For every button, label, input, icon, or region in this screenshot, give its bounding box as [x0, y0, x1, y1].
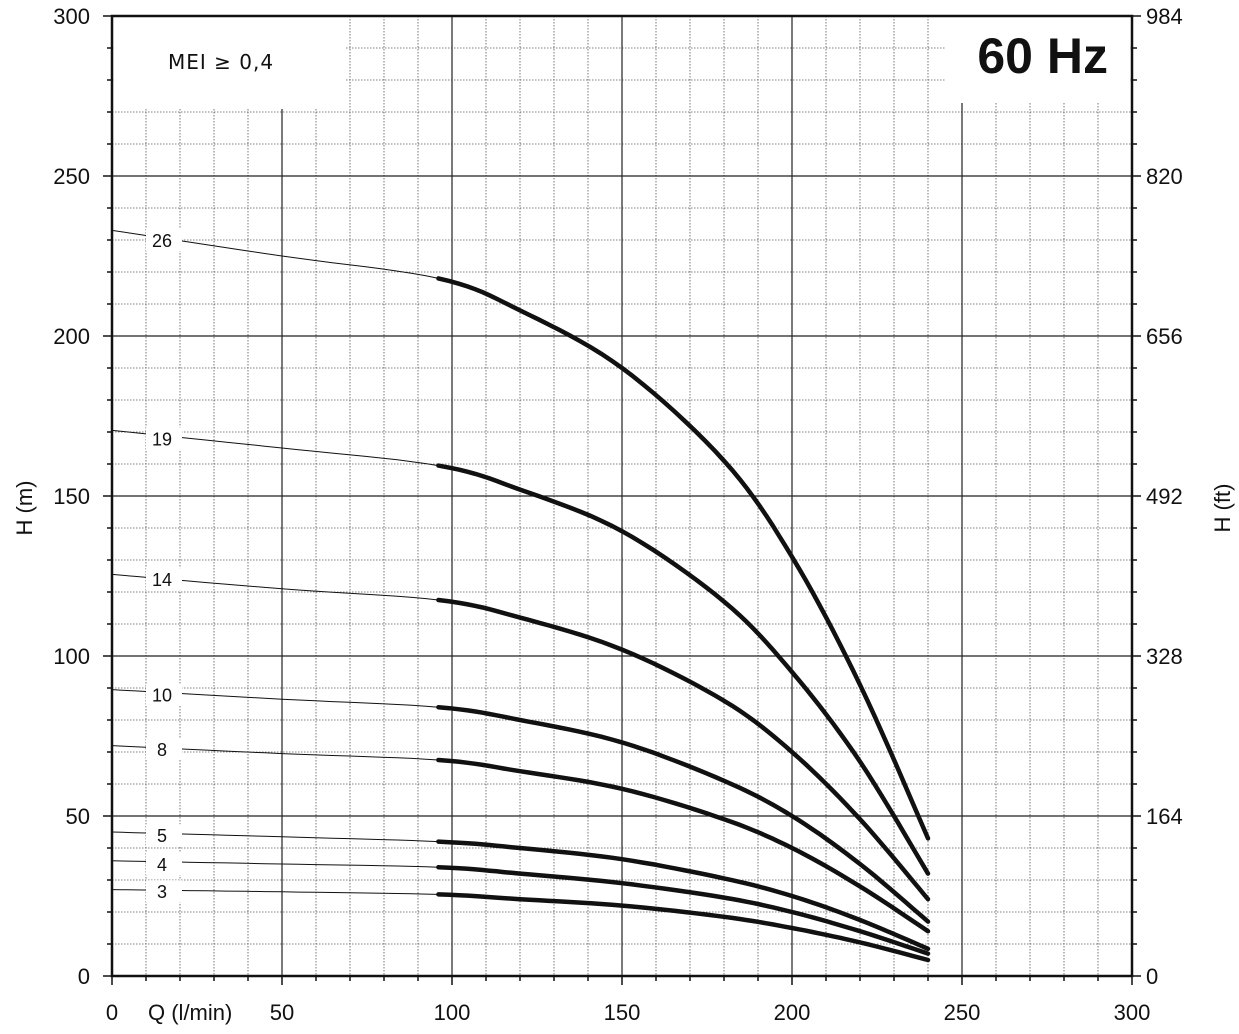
y-tick-label-right: 984 — [1146, 4, 1183, 29]
curve-label-3: 3 — [157, 882, 167, 902]
curve-label-bg — [146, 737, 182, 760]
x-tick-label: 150 — [604, 1000, 641, 1025]
curve-labels: 26 19 14 10 8 5 4 3 — [146, 229, 182, 903]
x-tick-label: 200 — [774, 1000, 811, 1025]
x-tick-label: 0 — [106, 1000, 118, 1025]
x-axis-label: Q (l/min) — [148, 1000, 232, 1025]
y-tick-label-right: 492 — [1146, 484, 1183, 509]
y-tick-label-right: 820 — [1146, 164, 1183, 189]
curve-14-operating — [436, 597, 931, 902]
curve-label-bg — [146, 229, 182, 251]
curve-label-4: 4 — [157, 855, 167, 875]
curve-label-bg — [146, 824, 182, 847]
curve-19-operating — [436, 463, 931, 876]
curve-5-operating — [436, 839, 931, 952]
curve-10-operating — [436, 704, 931, 924]
curve-label-8: 8 — [157, 740, 167, 760]
curve-label-bg — [146, 683, 182, 706]
curve-label-bg — [146, 880, 182, 903]
major-gridlines — [112, 16, 1132, 976]
y-axis-label-right: H (ft) — [1210, 484, 1235, 533]
curve-label-bg — [146, 853, 182, 875]
y-tick-label-left: 0 — [78, 964, 90, 989]
curve-label-14: 14 — [152, 570, 172, 590]
curve-label-19: 19 — [152, 429, 172, 449]
y-tick-label-right: 328 — [1146, 644, 1183, 669]
x-tick-label: 300 — [1114, 1000, 1151, 1025]
y-tick-label-right: 164 — [1146, 804, 1183, 829]
y-tick-label-left: 250 — [53, 164, 90, 189]
y-tick-label-right: 0 — [1146, 964, 1158, 989]
curve-label-26: 26 — [152, 231, 172, 251]
mei-annotation: MEI ≥ 0,4 — [168, 50, 274, 74]
curve-label-bg — [146, 427, 182, 450]
curve-label-bg — [146, 568, 182, 591]
axis-tick-labels: 0 50 100 150 200 250 300 0 164 328 492 656 820 984 0 50… — [53, 4, 1182, 1025]
y-tick-label-left: 50 — [66, 804, 90, 829]
y-tick-label-left: 150 — [53, 484, 90, 509]
curve-8-operating — [436, 757, 931, 934]
y-tick-label-left: 100 — [53, 644, 90, 669]
title-box — [946, 17, 1130, 103]
curve-4-operating — [436, 864, 931, 956]
y-axis-label-left: H (m) — [12, 481, 37, 536]
curve-3-operating — [436, 892, 931, 963]
x-tick-label: 100 — [434, 1000, 471, 1025]
y-tick-label-left: 200 — [53, 324, 90, 349]
plot-frame — [110, 14, 1134, 978]
y-tick-label-left: 300 — [53, 4, 90, 29]
curve-label-10: 10 — [152, 685, 172, 705]
x-tick-label: 250 — [944, 1000, 981, 1025]
x-tick-label: 50 — [270, 1000, 294, 1025]
curve-26-operating — [436, 276, 931, 841]
chart-title: 60 Hz — [977, 28, 1108, 84]
y-tick-label-right: 656 — [1146, 324, 1183, 349]
curve-label-5: 5 — [157, 826, 167, 846]
annotation-box — [114, 17, 346, 109]
